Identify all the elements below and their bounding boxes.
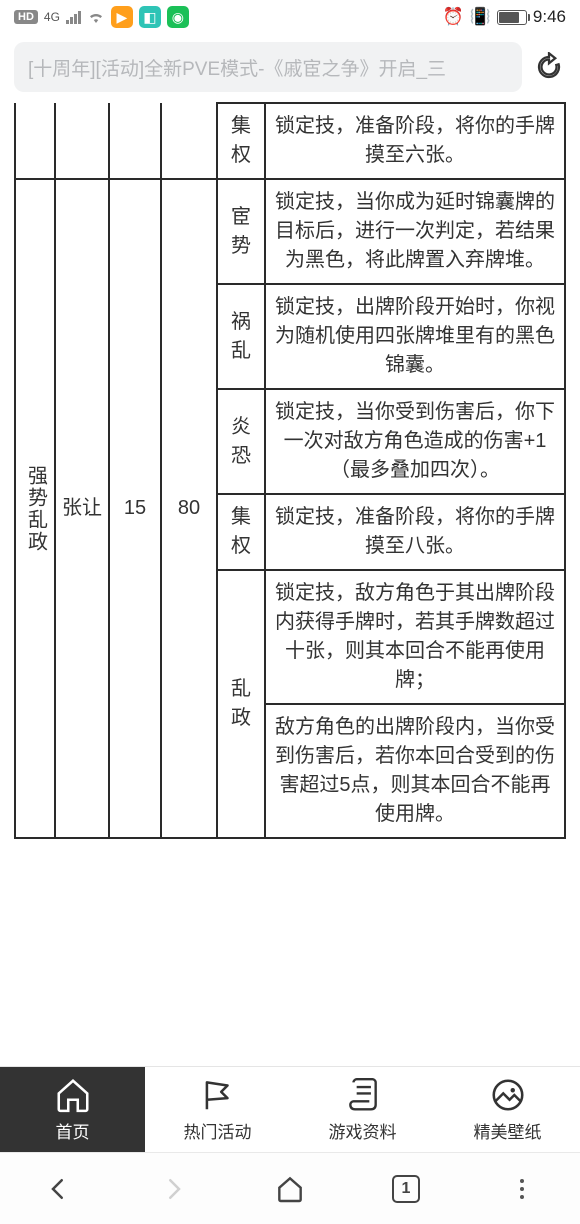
tab-info[interactable]: 游戏资料 [290,1067,435,1152]
app-icon-1: ▶ [111,6,133,28]
skill-table: 集权 锁定技，准备阶段，将你的手牌摸至六张。 强势乱政 张让 15 80 宦势 … [14,102,566,839]
tab-label: 精美壁纸 [474,1118,542,1143]
skill-desc: 敌方角色的出牌阶段内，当你受到伤害后，若你本回合受到的伤害超过5点，则其本回合不… [265,704,565,838]
app-icon-3: ◉ [167,6,189,28]
skill-desc: 锁定技，出牌阶段开始时，你视为随机使用四张牌堆里有的黑色锦囊。 [265,284,565,389]
tabs-count-icon: 1 [392,1175,420,1203]
battery-icon [497,10,527,25]
tab-label: 首页 [56,1118,90,1143]
status-right: ⏰ 📳 9:46 [443,7,566,27]
more-icon [520,1179,524,1199]
skill-name: 乱政 [217,570,265,838]
tab-home[interactable]: 首页 [0,1067,145,1152]
home-button[interactable] [268,1167,312,1211]
back-button[interactable] [36,1167,80,1211]
tab-label: 热门活动 [184,1118,252,1143]
status-left: HD 4G ▶ ◧ ◉ [14,6,189,28]
skill-name: 祸乱 [217,284,265,389]
row-title: 强势乱政 [15,179,55,838]
skill-desc: 锁定技，当你成为延时锦囊牌的目标后，进行一次判定，若结果为黑色，将此牌置入弃牌堆… [265,179,565,284]
network-type: 4G [44,10,60,24]
tabs-button[interactable]: 1 [384,1167,428,1211]
skill-desc: 锁定技，准备阶段，将你的手牌摸至八张。 [265,494,565,570]
alarm-icon: ⏰ [443,7,464,27]
table-row: 集权 锁定技，准备阶段，将你的手牌摸至六张。 [15,103,565,179]
skill-desc: 锁定技，准备阶段，将你的手牌摸至六张。 [265,103,565,179]
skill-name: 炎恐 [217,389,265,494]
home-icon [54,1076,92,1114]
tab-wallpaper[interactable]: 精美壁纸 [435,1067,580,1152]
clock-time: 9:46 [533,7,566,27]
search-row: [十周年][活动]全新PVE模式-《戚宦之争》开启_三 [0,34,580,102]
hero-name: 张让 [55,179,109,838]
value-a: 15 [109,179,161,838]
browser-nav: 1 [0,1152,580,1224]
search-input[interactable]: [十周年][活动]全新PVE模式-《戚宦之争》开启_三 [14,42,522,92]
hd-badge: HD [14,10,38,24]
content-area[interactable]: 集权 锁定技，准备阶段，将你的手牌摸至六张。 强势乱政 张让 15 80 宦势 … [0,102,580,1102]
skill-name: 宦势 [217,179,265,284]
signal-icon [66,11,81,24]
tab-bar: 首页 热门活动 游戏资料 精美壁纸 [0,1066,580,1152]
vibrate-icon: 📳 [470,7,491,27]
status-bar: HD 4G ▶ ◧ ◉ ⏰ 📳 9:46 [0,0,580,34]
app-icon-2: ◧ [139,6,161,28]
scroll-icon [344,1076,382,1114]
image-icon [489,1076,527,1114]
table-row: 强势乱政 张让 15 80 宦势 锁定技，当你成为延时锦囊牌的目标后，进行一次判… [15,179,565,284]
menu-button[interactable] [500,1167,544,1211]
reload-button[interactable] [532,50,566,84]
home-outline-icon [274,1173,306,1205]
skill-desc: 锁定技，敌方角色于其出牌阶段内获得手牌时，若其手牌数超过十张，则其本回合不能再使… [265,570,565,704]
forward-button[interactable] [152,1167,196,1211]
reload-icon [534,52,564,82]
skill-name: 集权 [217,494,265,570]
tab-events[interactable]: 热门活动 [145,1067,290,1152]
wifi-icon [87,10,105,24]
back-icon [43,1174,73,1204]
forward-icon [159,1174,189,1204]
flag-icon [199,1076,237,1114]
skill-desc: 锁定技，当你受到伤害后，你下一次对敌方角色造成的伤害+1（最多叠加四次）。 [265,389,565,494]
skill-name: 集权 [217,103,265,179]
value-b: 80 [161,179,217,838]
tab-label: 游戏资料 [329,1118,397,1143]
